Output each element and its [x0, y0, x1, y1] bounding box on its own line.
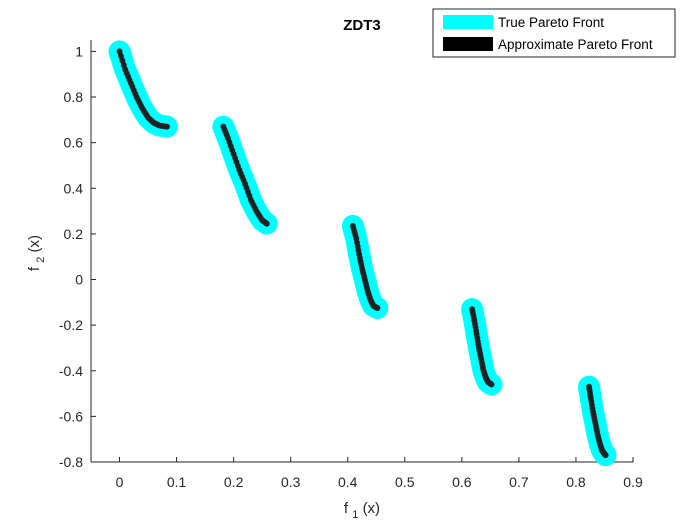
x-axis-label-sub: 1: [352, 509, 358, 521]
chart-title: ZDT3: [343, 17, 381, 34]
x-tick-label: 0.9: [623, 474, 643, 490]
x-tick-label: 0.7: [509, 474, 529, 490]
x-tick-label: 0.8: [566, 474, 586, 490]
x-tick-label: 0.2: [224, 474, 244, 490]
approximate-pareto-front-point: [163, 123, 170, 130]
approximate-pareto-front-point: [602, 452, 609, 459]
y-tick-label: 0.2: [64, 226, 84, 242]
y-tick-label: -0.6: [59, 408, 83, 424]
y-axis-label: f 2 (x): [26, 235, 48, 271]
y-axis-label-sub: 2: [35, 257, 47, 263]
approximate-pareto-front-point: [374, 305, 381, 312]
y-tick-label: 0.4: [64, 180, 84, 196]
approximate-pareto-front-segment-3: [349, 222, 381, 312]
series-layer: [108, 40, 617, 467]
x-axis-label-main: f: [344, 500, 349, 517]
y-tick-label-group: 1 0.8 0.6 0.4 0.2 0 -0.2 -0.4 -0.6 -0.8: [59, 43, 83, 470]
x-tick-label: 0.4: [338, 474, 358, 490]
x-tick-label: 0.1: [167, 474, 187, 490]
approximate-pareto-front-segment-1: [116, 48, 170, 130]
approximate-pareto-front-point: [116, 48, 123, 55]
y-tick-label: 0.8: [64, 89, 84, 105]
x-axis: 0 0.1 0.2 0.3 0.4 0.5 0.6 0.7 0.8 0.9: [91, 457, 643, 490]
y-tick-label: -0.8: [59, 454, 83, 470]
legend-swatch-approximate-pareto-front: [443, 37, 493, 51]
x-tick-label: 0.3: [281, 474, 301, 490]
legend-swatch-true-pareto-front: [443, 15, 493, 29]
approximate-pareto-front-segment-5: [586, 383, 609, 459]
x-axis-label: f 1 (x): [344, 500, 380, 522]
approximate-pareto-front-point: [263, 220, 270, 227]
y-axis: 1 0.8 0.6 0.4 0.2 0 -0.2 -0.4 -0.6 -0.8: [59, 40, 96, 470]
approximate-pareto-front-point: [119, 57, 126, 64]
x-tick-label: 0.5: [395, 474, 415, 490]
approximate-pareto-front-segment-4: [469, 306, 495, 388]
approximate-pareto-front-segment-2: [220, 123, 270, 227]
x-tick-label-group: 0 0.1 0.2 0.3 0.4 0.5 0.6 0.7 0.8 0.9: [116, 474, 643, 490]
approximate-pareto-front-point: [488, 381, 495, 388]
y-tick-label: 0: [75, 272, 83, 288]
x-tick-group: [119, 457, 634, 462]
y-tick-group: [91, 50, 96, 463]
approximate-pareto-front-point: [120, 62, 127, 69]
legend: True Pareto Front Approximate Pareto Fro…: [432, 8, 676, 58]
legend-label-approximate-pareto-front: Approximate Pareto Front: [498, 37, 653, 52]
x-axis-label-tail: (x): [363, 500, 381, 517]
approximate-pareto-front-point: [117, 52, 124, 59]
y-axis-label-main: f: [26, 266, 43, 271]
y-tick-label: 0.6: [64, 135, 84, 151]
x-tick-label: 0: [116, 474, 124, 490]
y-axis-label-tail: (x): [26, 235, 43, 253]
legend-label-true-pareto-front: True Pareto Front: [498, 15, 604, 30]
x-tick-label: 0.6: [452, 474, 472, 490]
y-tick-label: -0.2: [59, 317, 83, 333]
y-tick-label: -0.4: [59, 363, 83, 379]
y-tick-label: 1: [75, 43, 83, 59]
